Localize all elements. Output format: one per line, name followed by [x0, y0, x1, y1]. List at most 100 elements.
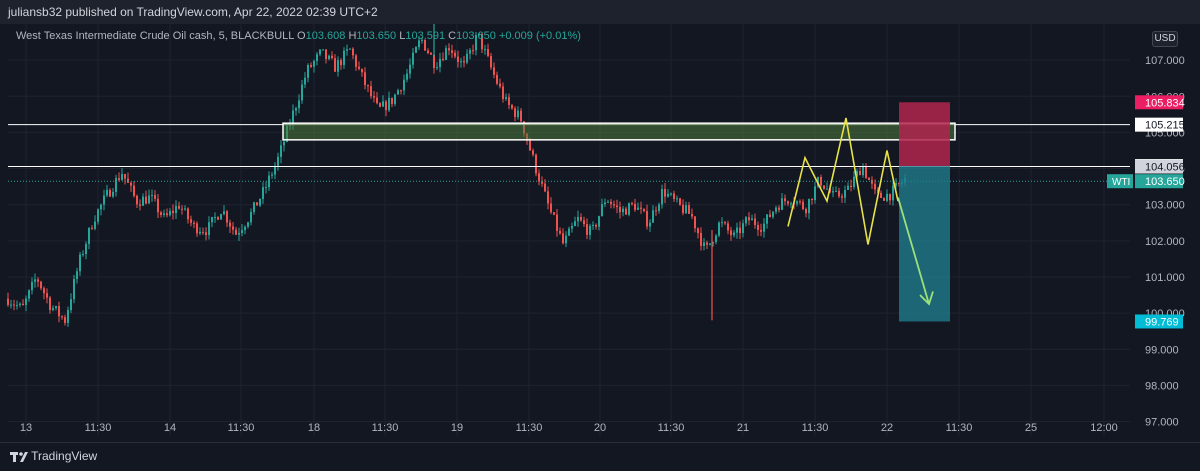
candle-body: [31, 281, 33, 291]
take-profit-zone[interactable]: [899, 166, 950, 322]
candle-body: [808, 198, 810, 214]
candle-body: [241, 230, 243, 233]
candle-body: [505, 97, 507, 99]
low-value: 103.591: [405, 30, 446, 42]
currency-button[interactable]: USD: [1152, 31, 1178, 47]
forecast-arrow[interactable]: [897, 197, 930, 305]
candle-body: [379, 103, 381, 107]
candle-body: [724, 222, 726, 224]
candle-body: [406, 73, 408, 80]
candle-body: [151, 195, 153, 197]
footer-bar: TradingView: [0, 442, 1200, 471]
candle-body: [250, 211, 252, 223]
candle-body: [490, 55, 492, 68]
candle-body: [166, 213, 168, 216]
candle-body: [427, 50, 429, 53]
price-label-text: 105.834: [1145, 97, 1185, 109]
time-axis[interactable]: 13 11:30 14 11:30 18 11:30 19 11:30 20 11:30 21 11:…: [20, 422, 1118, 434]
price-label-text: 99.769: [1145, 316, 1179, 328]
price-label-tag: [1135, 117, 1183, 132]
candle-body: [580, 217, 582, 221]
price-chart[interactable]: 97.00098.00099.000100.000101.000102.0001…: [0, 24, 1200, 442]
candle-body: [604, 202, 606, 205]
price-tick-label: 99.000: [1145, 344, 1179, 356]
candle-body: [139, 204, 141, 206]
candle-body: [502, 86, 504, 99]
candle-body: [25, 298, 27, 306]
candle-body: [847, 185, 849, 190]
candle-body: [253, 202, 255, 212]
candle-body: [658, 204, 660, 212]
candle-body: [148, 195, 150, 204]
candle-body: [445, 48, 447, 60]
candle-body: [193, 222, 195, 224]
candle-body: [670, 193, 672, 195]
high-label: H: [348, 30, 357, 42]
candle-body: [577, 217, 579, 222]
candle-body: [481, 33, 483, 50]
candle-body: [187, 208, 189, 220]
candle-body: [373, 96, 375, 98]
open-value: 103.608: [305, 30, 346, 42]
time-tick-label: 11:30: [946, 422, 973, 434]
time-tick-label: 11:30: [802, 422, 829, 434]
candle-body: [736, 227, 738, 233]
candle-body: [538, 173, 540, 182]
candle-body: [127, 178, 129, 183]
candle-body: [364, 72, 366, 86]
tradingview-brand[interactable]: TradingView: [10, 443, 97, 469]
candle-body: [391, 97, 393, 105]
stop-loss-zone[interactable]: [899, 102, 950, 167]
candle-body: [622, 208, 624, 213]
candle-body: [124, 173, 126, 179]
candle-body: [811, 198, 813, 201]
candle-body: [46, 293, 48, 298]
candle-body: [433, 54, 435, 69]
price-label-text: 103.650: [1145, 176, 1185, 188]
price-label-tag: [1135, 174, 1183, 189]
candle-body: [43, 288, 45, 294]
candle-body: [58, 306, 60, 317]
candle-body: [835, 190, 837, 192]
candle-body: [814, 186, 816, 201]
candle-body: [28, 290, 30, 299]
candle-body: [394, 94, 396, 105]
candle-body: [85, 243, 87, 255]
candle-body: [322, 49, 324, 51]
candle-body: [640, 207, 642, 209]
candle-body: [859, 170, 861, 176]
candle-body: [856, 170, 858, 177]
candle-body: [535, 154, 537, 174]
candle-body: [178, 205, 180, 209]
candle-body: [430, 52, 432, 55]
candle-body: [361, 68, 363, 73]
candle-body: [271, 174, 273, 176]
candle-body: [679, 198, 681, 205]
candle-body: [631, 203, 633, 205]
candle-body: [226, 211, 228, 223]
candle-body: [895, 182, 897, 186]
candle-body: [235, 229, 237, 235]
candle-body: [514, 108, 516, 118]
candle-body: [295, 108, 297, 111]
candle-body: [598, 216, 600, 227]
candle-body: [688, 205, 690, 214]
time-tick-label: 20: [594, 422, 606, 434]
price-axis[interactable]: 97.00098.00099.000100.000101.000102.0001…: [1107, 24, 1200, 436]
candle-body: [472, 50, 474, 52]
candle-body: [403, 79, 405, 91]
candle-body: [574, 221, 576, 227]
candle-body: [313, 60, 315, 67]
symbol-name: West Texas Intermediate Crude Oil cash, …: [16, 30, 294, 42]
time-tick-label: 21: [737, 422, 749, 434]
candle-body: [559, 230, 561, 234]
resistance-zone[interactable]: [282, 122, 956, 141]
candle-body: [508, 97, 510, 105]
candle-body: [247, 222, 249, 227]
candle-body: [283, 141, 285, 146]
candle-body: [220, 214, 222, 220]
pattern-drawing[interactable]: [787, 117, 899, 245]
candles-layer: [7, 24, 906, 327]
forecast-arrowhead: [919, 291, 934, 306]
candle-body: [454, 52, 456, 57]
